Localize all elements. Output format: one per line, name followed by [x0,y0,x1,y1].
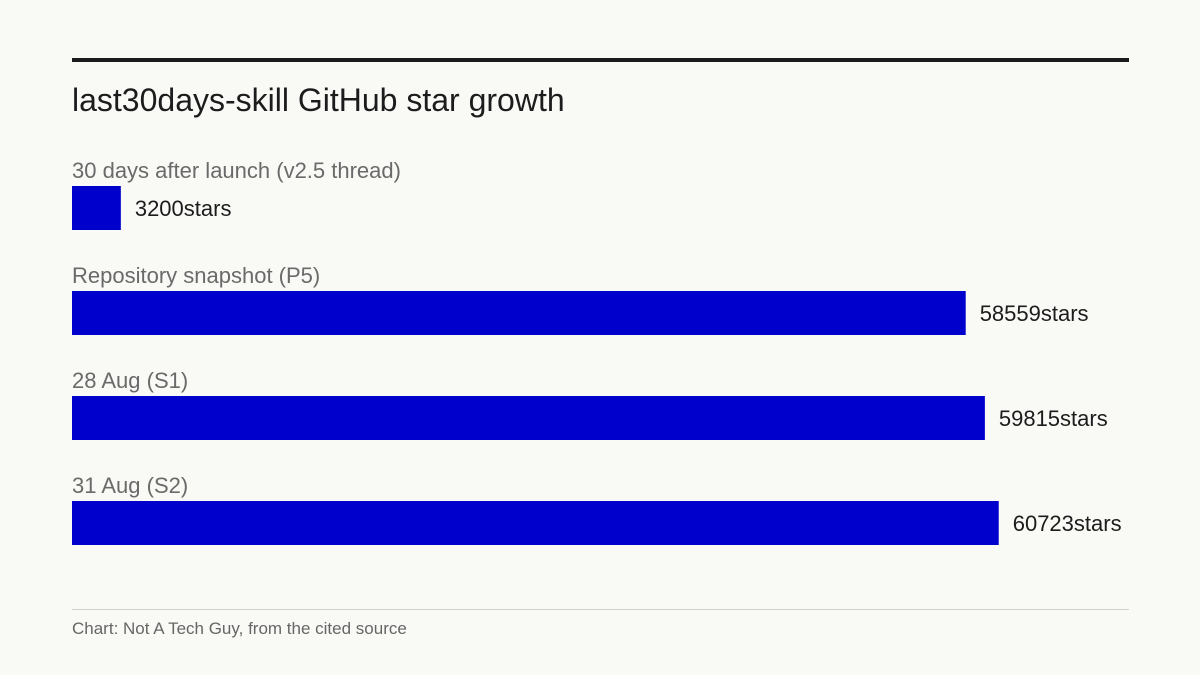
chart-title: last30days-skill GitHub star growth [72,82,565,118]
bar [72,186,121,230]
bar [72,501,999,545]
value-label: 59815stars [999,406,1108,431]
value-label: 60723stars [1013,511,1122,536]
chart-source: Chart: Not A Tech Guy, from the cited so… [72,619,407,638]
bar-chart: 30 days after launch (v2.5 thread) 3200st… [72,158,1122,545]
category-label: 31 Aug (S2) [72,473,188,498]
top-rule [72,58,1129,62]
bottom-rule [72,609,1129,610]
bar [72,291,966,335]
category-label: 30 days after launch (v2.5 thread) [72,158,401,183]
value-label: 3200stars [135,196,232,221]
category-label: 28 Aug (S1) [72,368,188,393]
category-label: Repository snapshot (P5) [72,263,320,288]
bar [72,396,985,440]
value-label: 58559stars [980,301,1089,326]
